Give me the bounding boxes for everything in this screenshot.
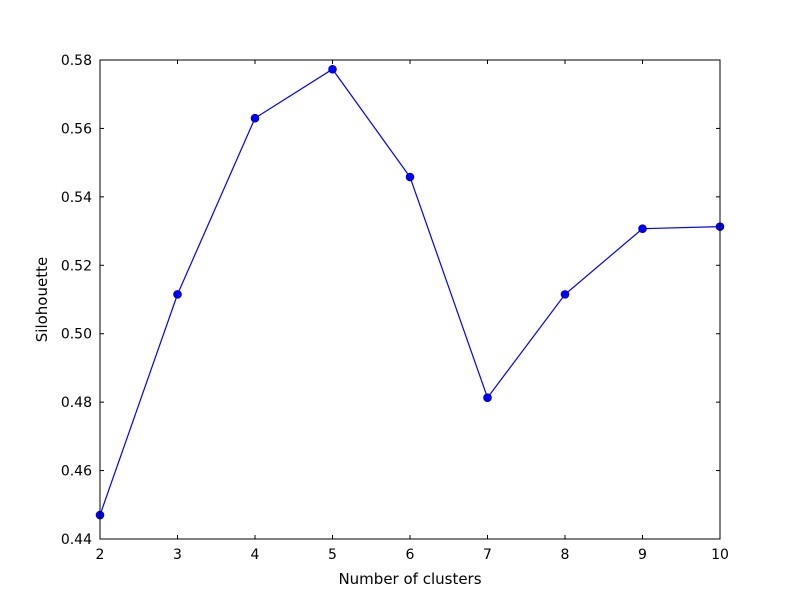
x-tick-label: 6 <box>406 547 415 563</box>
y-axis-label: Silohouette <box>33 257 51 342</box>
x-tick-label: 4 <box>251 547 260 563</box>
y-tick-label: 0.58 <box>61 53 92 69</box>
axis-ticks: 2 3 4 5 6 7 8 9 10 0.44 0.46 0.48 0.50 0.52 0.54 0.56 0.… <box>61 53 729 563</box>
data-point <box>560 290 570 299</box>
x-tick-label: 5 <box>328 547 337 563</box>
x-tick-label: 10 <box>711 547 729 563</box>
y-tick-label: 0.52 <box>61 258 92 274</box>
y-tick-label: 0.48 <box>61 395 92 411</box>
data-point <box>638 224 647 233</box>
y-tick-label: 0.54 <box>61 190 92 206</box>
x-axis-label: Number of clusters <box>338 570 481 588</box>
data-point <box>173 290 182 299</box>
data-point <box>328 64 337 74</box>
y-tick-label: 0.56 <box>61 121 92 137</box>
y-tick-label: 0.50 <box>61 327 92 343</box>
y-tick-label: 0.44 <box>61 532 92 548</box>
plot-frame <box>99 59 721 540</box>
x-tick-label: 8 <box>561 547 570 563</box>
x-tick-label: 9 <box>638 547 647 563</box>
y-tick-label: 0.46 <box>61 464 92 480</box>
series-line <box>99 68 721 516</box>
data-point <box>250 113 260 123</box>
data-point <box>483 393 492 402</box>
data-point <box>405 172 415 182</box>
x-tick-label: 7 <box>483 547 492 563</box>
x-tick-label: 3 <box>173 547 182 563</box>
x-tick-label: 2 <box>96 547 105 563</box>
plot-marks <box>95 64 725 520</box>
